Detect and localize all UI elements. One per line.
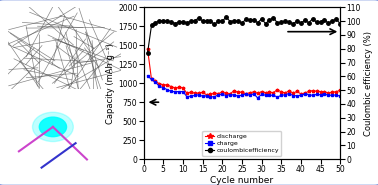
charge (302, 93, 307, 95)
discharge (318, 90, 323, 93)
charge (232, 94, 236, 96)
discharge (302, 92, 307, 94)
coulombicefficiency (184, 21, 189, 24)
discharge (322, 91, 327, 93)
discharge (161, 84, 166, 86)
coulombicefficiency (240, 22, 244, 24)
discharge (310, 90, 315, 92)
coulombicefficiency (197, 17, 201, 19)
discharge (299, 93, 303, 95)
coulombicefficiency (307, 22, 311, 24)
coulombicefficiency (251, 19, 256, 21)
charge (192, 94, 197, 97)
charge (243, 93, 248, 95)
charge (145, 75, 150, 77)
discharge (263, 92, 268, 94)
coulombicefficiency (161, 20, 166, 22)
coulombicefficiency (279, 21, 284, 23)
discharge (275, 89, 280, 91)
discharge (189, 91, 193, 93)
charge (153, 81, 158, 83)
Circle shape (33, 112, 73, 142)
coulombicefficiency (220, 20, 225, 22)
coulombicefficiency (189, 20, 193, 23)
coulombicefficiency (295, 20, 299, 22)
charge (240, 94, 244, 96)
charge (279, 94, 284, 96)
coulombicefficiency (259, 18, 264, 20)
Line: discharge: discharge (146, 47, 342, 96)
discharge (251, 91, 256, 93)
coulombicefficiency (318, 21, 323, 23)
discharge (236, 91, 240, 94)
charge (216, 94, 221, 96)
coulombicefficiency (157, 20, 162, 22)
coulombicefficiency (256, 22, 260, 24)
charge (212, 96, 217, 98)
charge (228, 93, 232, 96)
discharge (184, 92, 189, 94)
discharge (271, 91, 276, 94)
coulombicefficiency (204, 20, 209, 22)
charge (338, 95, 342, 97)
coulombicefficiency (212, 23, 217, 26)
charge (248, 94, 252, 97)
charge (275, 96, 280, 98)
coulombicefficiency (283, 20, 287, 22)
charge (307, 93, 311, 96)
discharge (307, 90, 311, 92)
charge (208, 96, 213, 98)
coulombicefficiency (200, 20, 205, 22)
charge (283, 94, 287, 96)
coulombicefficiency (216, 20, 221, 22)
coulombicefficiency (224, 16, 228, 18)
coulombicefficiency (271, 16, 276, 19)
charge (334, 94, 339, 96)
coulombicefficiency (291, 23, 295, 25)
charge (181, 90, 185, 93)
charge (251, 93, 256, 95)
coulombicefficiency (267, 19, 272, 21)
discharge (224, 92, 228, 95)
Line: coulombicefficiency: coulombicefficiency (146, 15, 342, 55)
charge (287, 92, 291, 95)
coulombicefficiency (177, 21, 181, 23)
discharge (291, 92, 295, 94)
discharge (212, 92, 217, 94)
charge (310, 94, 315, 97)
discharge (208, 93, 213, 96)
charge (173, 91, 177, 93)
coulombicefficiency (326, 22, 331, 24)
discharge (279, 91, 284, 93)
discharge (243, 93, 248, 95)
discharge (240, 91, 244, 93)
coulombicefficiency (263, 22, 268, 25)
charge (157, 85, 162, 87)
coulombicefficiency (169, 21, 174, 23)
coulombicefficiency (181, 21, 185, 23)
Legend: discharge, charge, coulombicefficiency: discharge, charge, coulombicefficiency (203, 131, 281, 156)
coulombicefficiency (228, 20, 232, 23)
discharge (200, 91, 205, 93)
coulombicefficiency (236, 20, 240, 22)
discharge (165, 84, 169, 86)
discharge (153, 80, 158, 83)
coulombicefficiency (145, 52, 150, 54)
charge (263, 94, 268, 96)
coulombicefficiency (173, 22, 177, 25)
discharge (192, 92, 197, 94)
charge (256, 97, 260, 99)
discharge (287, 90, 291, 92)
discharge (259, 90, 264, 93)
charge (295, 95, 299, 97)
discharge (181, 87, 185, 89)
discharge (295, 90, 299, 92)
charge (330, 94, 335, 96)
charge (291, 94, 295, 97)
discharge (228, 93, 232, 95)
charge (267, 94, 272, 97)
coulombicefficiency (287, 21, 291, 23)
discharge (149, 78, 154, 81)
coulombicefficiency (149, 24, 154, 26)
